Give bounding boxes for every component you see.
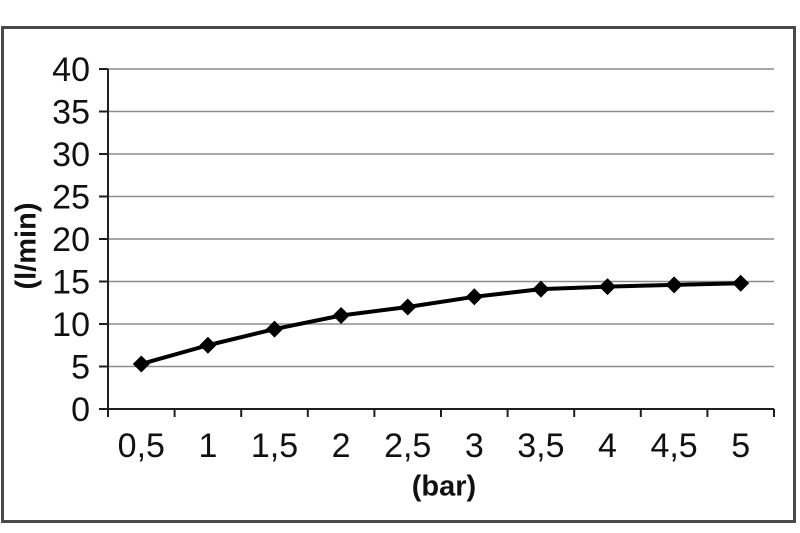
y-tick-label: 10	[52, 306, 90, 344]
y-tick-label: 20	[52, 221, 90, 259]
data-point-marker	[732, 274, 750, 292]
data-point-marker	[665, 276, 683, 294]
x-tick-label: 3	[465, 427, 484, 465]
data-point-marker	[332, 307, 350, 324]
y-tick-label: 0	[71, 391, 90, 429]
x-tick-label: 4	[598, 427, 617, 465]
x-tick-label: 1,5	[251, 427, 298, 465]
x-tick-label: 3,5	[517, 427, 564, 465]
y-tick-label: 35	[52, 94, 90, 132]
x-tick-label: 2	[332, 427, 351, 465]
y-axis-title: (l/min)	[10, 202, 43, 290]
data-point-marker	[132, 355, 150, 373]
x-tick-label: 4,5	[650, 427, 697, 465]
y-tick-label: 25	[52, 179, 90, 217]
x-tick-label: 1	[198, 427, 217, 465]
chart-border-frame	[1, 26, 796, 523]
data-point-marker	[399, 298, 417, 316]
x-tick-label: 5	[731, 427, 750, 465]
data-point-marker	[465, 288, 483, 306]
data-point-marker	[199, 336, 217, 354]
data-point-marker	[599, 278, 616, 296]
x-tick-label: 2,5	[384, 427, 431, 465]
data-point-marker	[266, 320, 283, 338]
data-point-marker	[532, 280, 550, 298]
x-tick-label: 0,5	[118, 427, 165, 465]
x-axis-title: (bar)	[411, 470, 477, 503]
y-tick-label: 5	[71, 349, 90, 387]
y-tick-label: 40	[52, 51, 90, 89]
y-tick-label: 30	[52, 136, 90, 174]
series-line	[139, 281, 743, 366]
y-tick-label: 15	[52, 264, 90, 302]
